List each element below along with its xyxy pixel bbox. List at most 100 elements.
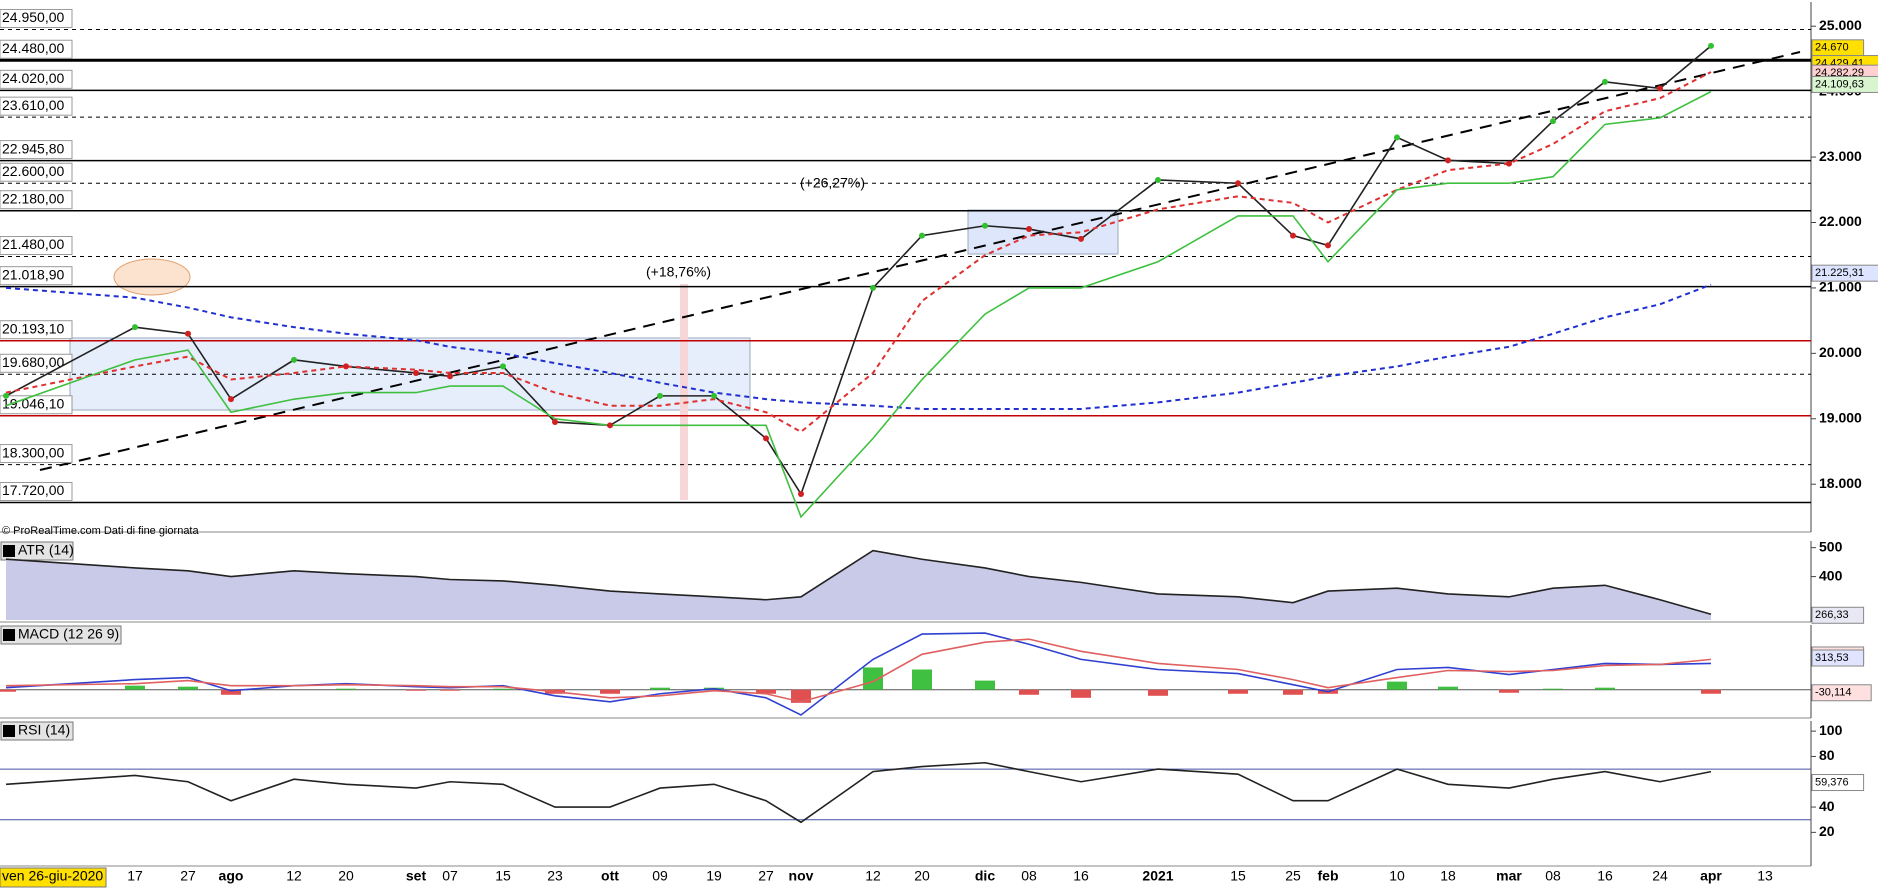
- value-box: [1811, 264, 1878, 282]
- histogram-bar: [1387, 681, 1407, 690]
- close-marker: [1394, 134, 1400, 141]
- level-label: 22.600,00: [2, 163, 64, 179]
- x-tick-label: 27: [758, 868, 774, 884]
- close-marker: [3, 392, 9, 399]
- histogram-bar: [1595, 687, 1615, 690]
- panel-title: ATR (14): [18, 542, 74, 558]
- level-label: 19.046,10: [2, 395, 64, 411]
- level-box: [0, 236, 73, 256]
- close-marker: [185, 330, 191, 337]
- x-tick-label: feb: [1318, 868, 1339, 884]
- histogram-bar: [1543, 688, 1563, 690]
- y-tick-label: 20: [1819, 823, 1835, 839]
- value-box: [1811, 649, 1865, 667]
- close-marker: [447, 373, 453, 380]
- x-tick-label: 13: [1757, 868, 1773, 884]
- level-box: [0, 69, 73, 89]
- series-line: [5, 283, 1712, 410]
- x-tick-label: 20: [914, 868, 930, 884]
- level-box: [0, 96, 73, 116]
- close-marker: [1078, 235, 1084, 242]
- close-marker: [1290, 232, 1296, 239]
- level-label: 21.018,90: [2, 266, 64, 282]
- last-value-label: 24.670: [1815, 42, 1849, 54]
- panel-title: MACD (12 26 9): [18, 626, 119, 642]
- level-box: [0, 482, 73, 502]
- panel-icon: [3, 629, 15, 641]
- x-tick-label: 16: [1597, 868, 1613, 884]
- value-box: [1811, 606, 1865, 624]
- value-box: [1811, 75, 1878, 93]
- annotation: (+26,27%): [800, 175, 865, 191]
- close-marker: [1155, 176, 1161, 183]
- y-tick-label: 23.000: [1819, 148, 1862, 164]
- close-marker: [1657, 85, 1663, 92]
- histogram-bar: [1019, 689, 1039, 695]
- close-marker: [1026, 226, 1032, 233]
- x-tick-label: 27: [180, 868, 196, 884]
- last-value-label: 21.225,31: [1815, 267, 1864, 279]
- last-value-label: 313,53: [1815, 652, 1849, 664]
- histogram-bar: [1071, 689, 1091, 698]
- level-label: 22.180,00: [2, 190, 64, 206]
- x-tick-label: 18: [1440, 868, 1456, 884]
- close-marker: [763, 435, 769, 442]
- x-tick-label: apr: [1700, 868, 1722, 884]
- close-marker: [919, 232, 925, 239]
- close-marker: [1602, 78, 1608, 85]
- panel-icon: [3, 545, 15, 557]
- level-label: 20.193,10: [2, 320, 64, 336]
- level-box: [0, 190, 73, 210]
- histogram-bar: [1228, 689, 1248, 694]
- last-value-label: 24.109,63: [1815, 78, 1864, 90]
- level-box: [0, 39, 73, 59]
- y-tick-label: 500: [1819, 538, 1843, 554]
- level-box: [0, 353, 73, 373]
- level-label: 24.020,00: [2, 70, 64, 86]
- close-marker: [870, 284, 876, 291]
- x-tick-label: 17: [127, 868, 143, 884]
- x-tick-label: dic: [975, 868, 995, 884]
- y-tick-label: 80: [1819, 747, 1835, 763]
- level-label: 21.480,00: [2, 236, 64, 252]
- level-box: [0, 320, 73, 340]
- level-label: 23.610,00: [2, 97, 64, 113]
- level-label: 24.950,00: [2, 9, 64, 25]
- close-marker: [500, 363, 506, 370]
- histogram-bar: [406, 689, 426, 691]
- y-tick-label: 400: [1819, 567, 1843, 583]
- close-marker: [343, 363, 349, 370]
- series-line: [5, 761, 1712, 824]
- annotation: (+18,76%): [646, 264, 711, 280]
- close-marker: [1506, 160, 1512, 167]
- level-box: [0, 444, 73, 464]
- date-box: [0, 867, 107, 888]
- x-tick-label: ott: [601, 868, 619, 884]
- histogram-bar: [975, 680, 995, 690]
- last-value-label: 59,376: [1815, 776, 1849, 788]
- close-marker: [1550, 118, 1556, 125]
- histogram-bar: [125, 685, 145, 690]
- series-line: [5, 632, 1712, 716]
- x-tick-label: 15: [1230, 868, 1246, 884]
- close-marker: [1235, 180, 1241, 187]
- histogram-bar: [1283, 689, 1303, 695]
- panel-title-box: [0, 625, 122, 645]
- x-tick-label: 20: [338, 868, 354, 884]
- panel-title: RSI (14): [18, 722, 70, 738]
- histogram-bar: [791, 689, 811, 703]
- value-box: [1811, 684, 1872, 702]
- level-box: [0, 8, 73, 28]
- histogram-bar: [1499, 689, 1519, 693]
- x-tick-label: 25: [1285, 868, 1301, 884]
- level-box: [0, 266, 73, 286]
- panel-icon: [3, 725, 15, 737]
- level-label: 24.480,00: [2, 40, 64, 56]
- y-tick-label: 19.000: [1819, 409, 1862, 425]
- x-tick-label: ago: [219, 868, 244, 884]
- close-marker: [291, 356, 297, 363]
- x-tick-label: set: [406, 868, 427, 884]
- histogram-bar: [650, 687, 670, 690]
- close-marker: [982, 222, 988, 229]
